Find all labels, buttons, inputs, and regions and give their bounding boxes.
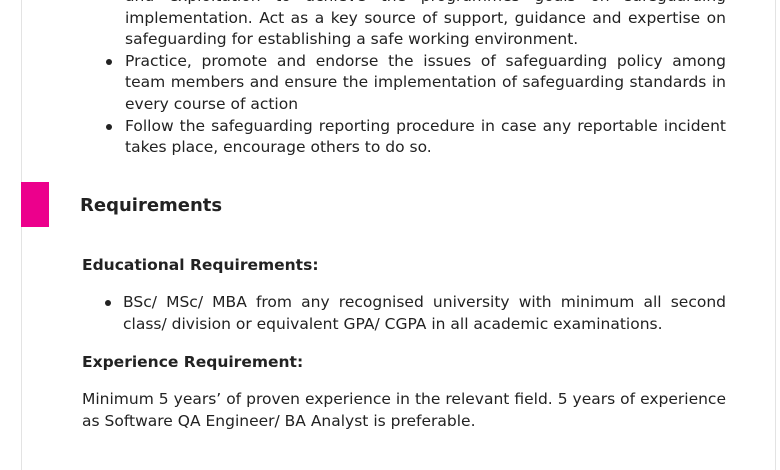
bullet-icon [106,58,112,65]
experience-requirement-heading: Experience Requirement: [82,353,304,371]
experience-requirement-text: Minimum 5 years’ of proven experience in… [82,390,726,430]
right-border [775,0,776,470]
list-item: BSc/ MSc/ MBA from any recognised univer… [102,292,726,335]
list-item: Follow the safeguarding reporting proced… [104,116,726,159]
section-title: Requirements [80,195,223,216]
list-item-text: Follow the safeguarding reporting proced… [125,116,726,157]
bullet-icon [105,300,111,306]
educational-requirements-heading: Educational Requirements: [82,256,319,274]
educational-requirements-list: BSc/ MSc/ MBA from any recognised univer… [102,292,726,335]
list-item: Practice, promote and endorse the issues… [104,51,726,116]
list-item-text: BSc/ MSc/ MBA from any recognised univer… [123,293,726,333]
section-accent-bar [21,182,49,227]
list-item-text: Practice, promote and endorse the issues… [125,51,726,113]
list-item-text: and exploitation to achieve the programm… [125,0,726,49]
list-item: and exploitation to achieve the programm… [104,0,726,51]
responsibilities-list: and exploitation to achieve the programm… [104,0,726,159]
bullet-icon [106,123,112,130]
left-border [21,0,22,470]
